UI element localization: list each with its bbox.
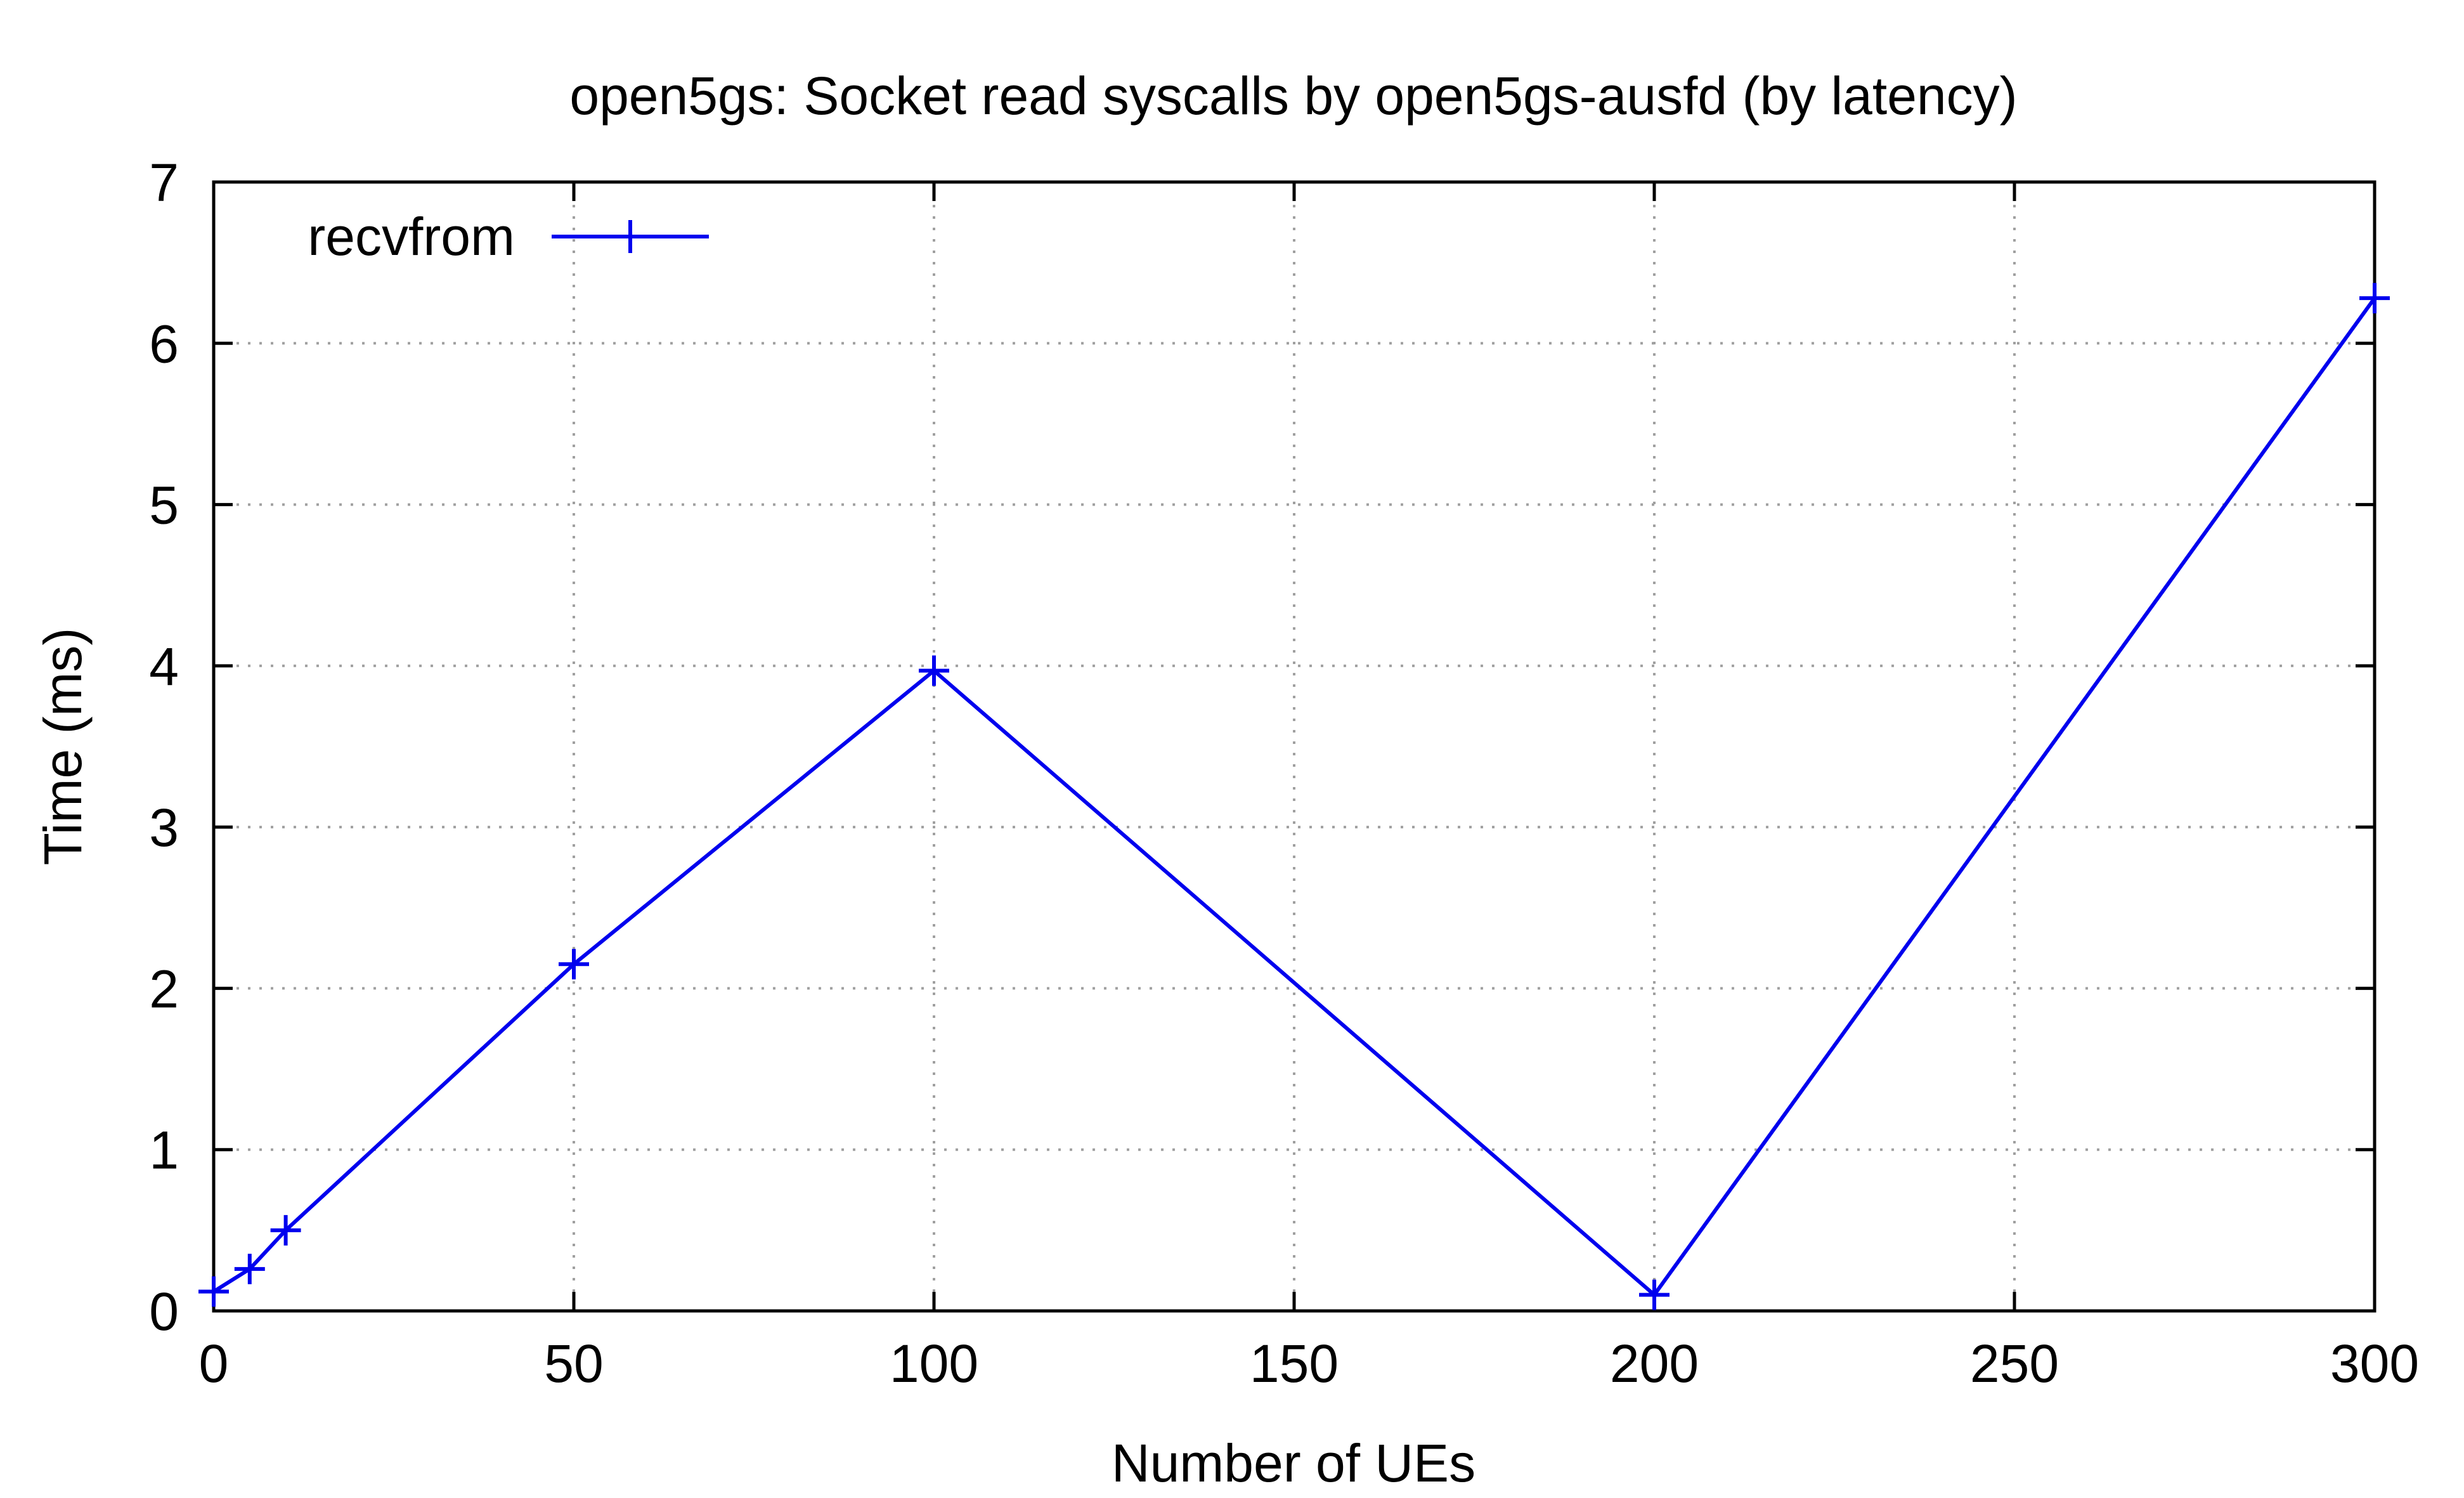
y-axis-label: Time (ms) — [33, 628, 93, 866]
data-point-marker — [1639, 1279, 1670, 1310]
data-point-marker — [2359, 283, 2390, 314]
x-tick-label: 50 — [544, 1334, 603, 1393]
x-tick-label: 200 — [1610, 1334, 1699, 1393]
x-tick-label: 0 — [199, 1334, 229, 1393]
legend: recvfrom — [308, 207, 709, 266]
x-tick-label: 250 — [1970, 1334, 2059, 1393]
y-tick-label: 1 — [149, 1121, 179, 1180]
y-tick-label: 2 — [149, 959, 179, 1019]
x-tick-labels: 0 50 100 150 200 250 300 — [199, 1334, 2419, 1393]
legend-label-recvfrom: recvfrom — [308, 207, 515, 266]
y-tick-label: 3 — [149, 798, 179, 857]
y-tick-label: 7 — [149, 153, 179, 212]
x-tick-label: 150 — [1250, 1334, 1339, 1393]
chart-title: open5gs: Socket read syscalls by open5gs… — [569, 66, 2017, 126]
x-tick-label: 100 — [890, 1334, 978, 1393]
y-tick-labels: 0 1 2 3 4 5 6 7 — [149, 153, 179, 1341]
y-tick-label: 5 — [149, 476, 179, 535]
x-axis-label: Number of UEs — [1112, 1433, 1475, 1493]
y-tick-label: 4 — [149, 637, 179, 696]
data-point-marker — [919, 655, 949, 686]
data-point-marker — [234, 1253, 265, 1284]
plot-frame — [212, 180, 2376, 1313]
data-point-marker — [270, 1215, 301, 1246]
legend-marker-recvfrom — [614, 220, 647, 253]
data-point-marker — [559, 949, 589, 980]
x-tick-label: 300 — [2330, 1334, 2419, 1393]
series-layer — [198, 283, 2390, 1310]
y-tick-label: 0 — [149, 1282, 179, 1341]
y-tick-label: 6 — [149, 314, 179, 374]
data-point-marker — [198, 1276, 229, 1307]
